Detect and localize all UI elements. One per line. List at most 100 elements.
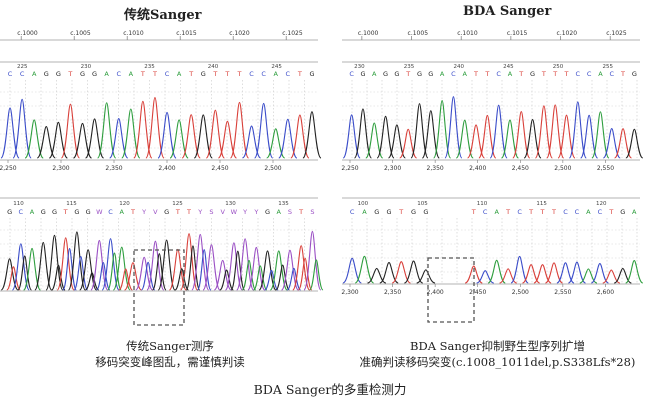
right-bottom-base-number: 100 — [358, 201, 369, 207]
right-bottom-x-label: 2,400 — [427, 289, 444, 296]
left-bottom-peak — [45, 234, 64, 291]
left-bottom-base: G — [265, 208, 270, 216]
right-bottom-base: T — [505, 208, 510, 216]
left-bottom-peak — [202, 244, 221, 291]
left-top-base: T — [67, 70, 72, 78]
left-top-peak — [145, 97, 165, 159]
left-top-base: A — [274, 70, 279, 78]
left-bottom-peak — [90, 239, 109, 291]
right-top-base: T — [620, 70, 625, 78]
right-bottom-x-label: 2,550 — [554, 289, 571, 296]
left-top-peak — [60, 103, 81, 159]
left-bottom-peak — [85, 272, 100, 291]
left-top-peak — [169, 119, 189, 159]
right-top-peak — [342, 114, 361, 159]
left-bottom-peak — [157, 239, 176, 291]
right-bottom-x-label: 2,600 — [597, 289, 614, 296]
right-bottom-peak — [602, 269, 621, 284]
right-bottom-peak — [476, 270, 494, 284]
right-bottom-base: T — [398, 208, 403, 216]
left-top-peak — [193, 114, 213, 159]
left-bottom-base: T — [175, 208, 180, 216]
left-top-peak — [72, 122, 93, 159]
right-top-base: C — [451, 70, 456, 78]
left-bottom-base: W — [231, 208, 238, 216]
left-top-peak — [97, 102, 117, 159]
right-top-peak — [625, 128, 644, 159]
left-top-peak — [36, 126, 56, 159]
right-bottom-peak — [533, 264, 552, 284]
right-bottom-base-number: 110 — [477, 201, 488, 207]
right-top-peak — [500, 119, 519, 159]
right-bottom-x-label: 2,300 — [341, 289, 358, 296]
left-ruler-label: c.1025 — [282, 30, 303, 37]
right-bottom-peak — [556, 262, 575, 284]
right-bottom-base: A — [632, 208, 637, 216]
left-top-base: T — [212, 70, 217, 78]
left-top-peak — [278, 118, 298, 159]
left-top-base: C — [116, 70, 121, 78]
left-bottom-peak — [196, 249, 212, 291]
right-top-x-label: 2,250 — [341, 165, 358, 172]
left-bottom-base: Y — [242, 208, 247, 216]
left-top-peak — [266, 128, 286, 159]
right-ruler-label: c.1010 — [457, 30, 478, 37]
right-top-peak — [614, 128, 633, 159]
left-bottom-peak — [6, 266, 21, 291]
left-bottom-peak — [11, 243, 30, 291]
right-top-base: T — [405, 70, 410, 78]
left-top-base: C — [249, 70, 254, 78]
left-top-base: G — [56, 70, 61, 78]
right-top-peak — [534, 105, 553, 159]
left-top-base: G — [201, 70, 206, 78]
right-top-base: G — [632, 70, 637, 78]
left-top-base: A — [32, 70, 37, 78]
left-bottom-peak — [67, 231, 86, 291]
left-bottom-base: T — [186, 208, 191, 216]
left-bottom-base: C — [108, 208, 113, 216]
left-bottom-peak — [56, 237, 75, 291]
right-top-peak — [467, 124, 486, 159]
left-bottom-peak — [51, 264, 66, 291]
left-top-peak — [12, 98, 32, 159]
right-bottom-peak — [579, 268, 598, 284]
right-top-peak — [557, 114, 576, 159]
left-top-x-label: 2,450 — [211, 165, 228, 172]
right-bottom-base: G — [411, 208, 416, 216]
left-bottom-peak — [124, 262, 142, 291]
left-bottom-peak — [73, 255, 89, 291]
right-bottom-peak — [464, 265, 483, 284]
right-top-base: A — [372, 70, 377, 78]
left-top-base: G — [44, 70, 49, 78]
right-bottom-base: A — [586, 208, 591, 216]
left-bottom-peak — [146, 240, 165, 291]
left-bottom-base: Y — [141, 208, 146, 216]
left-bottom-peak — [191, 233, 210, 291]
right-top-peak — [433, 99, 452, 159]
right-bottom-base: T — [528, 208, 533, 216]
right-top-x-label: 2,550 — [597, 165, 614, 172]
right-top-base: T — [552, 70, 557, 78]
left-top-base: C — [286, 70, 291, 78]
left-top-base-number: 240 — [208, 64, 219, 70]
right-top-base: T — [473, 70, 478, 78]
right-bottom-peak — [625, 260, 644, 284]
right-bottom-peak — [522, 264, 540, 284]
right-top-x-label: 2,400 — [469, 165, 486, 172]
left-caption-line2: 移码突变峰图乱，需谨慎判读 — [95, 355, 245, 369]
left-top-peak — [290, 114, 310, 159]
left-bottom-base: T — [298, 208, 303, 216]
left-panel-title: 传统Sanger — [124, 8, 202, 23]
left-bottom-peak — [23, 247, 41, 291]
left-top-base-number: 225 — [17, 64, 28, 70]
left-bottom-base: S — [310, 208, 314, 216]
left-ruler-label: c.1020 — [229, 30, 250, 37]
left-bottom-peak — [107, 252, 122, 291]
right-bottom-base: C — [575, 208, 580, 216]
right-bottom-peak — [342, 257, 362, 284]
left-top-base-number: 245 — [271, 64, 282, 70]
left-caption: 传统Sanger测序 移码突变峰图乱，需谨慎判读 — [40, 338, 300, 370]
right-top-peak — [353, 108, 372, 159]
left-top-base: T — [188, 70, 193, 78]
right-top-base: G — [360, 70, 365, 78]
